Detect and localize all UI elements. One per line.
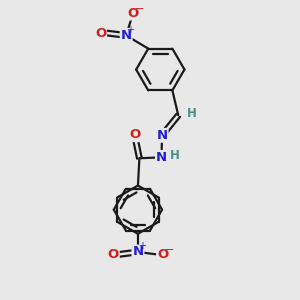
Text: +: + (126, 25, 134, 34)
Text: O: O (95, 27, 106, 40)
Text: N: N (157, 129, 168, 142)
Text: O: O (108, 248, 119, 261)
Text: H: H (187, 107, 196, 120)
Text: +: + (138, 241, 146, 251)
Text: −: − (164, 245, 174, 255)
Text: O: O (127, 7, 139, 20)
Text: O: O (157, 248, 168, 261)
Text: H: H (170, 149, 180, 162)
Text: N: N (156, 151, 167, 164)
Text: N: N (132, 245, 143, 259)
Text: N: N (121, 29, 132, 42)
Text: O: O (129, 128, 141, 141)
Text: −: − (135, 4, 144, 14)
